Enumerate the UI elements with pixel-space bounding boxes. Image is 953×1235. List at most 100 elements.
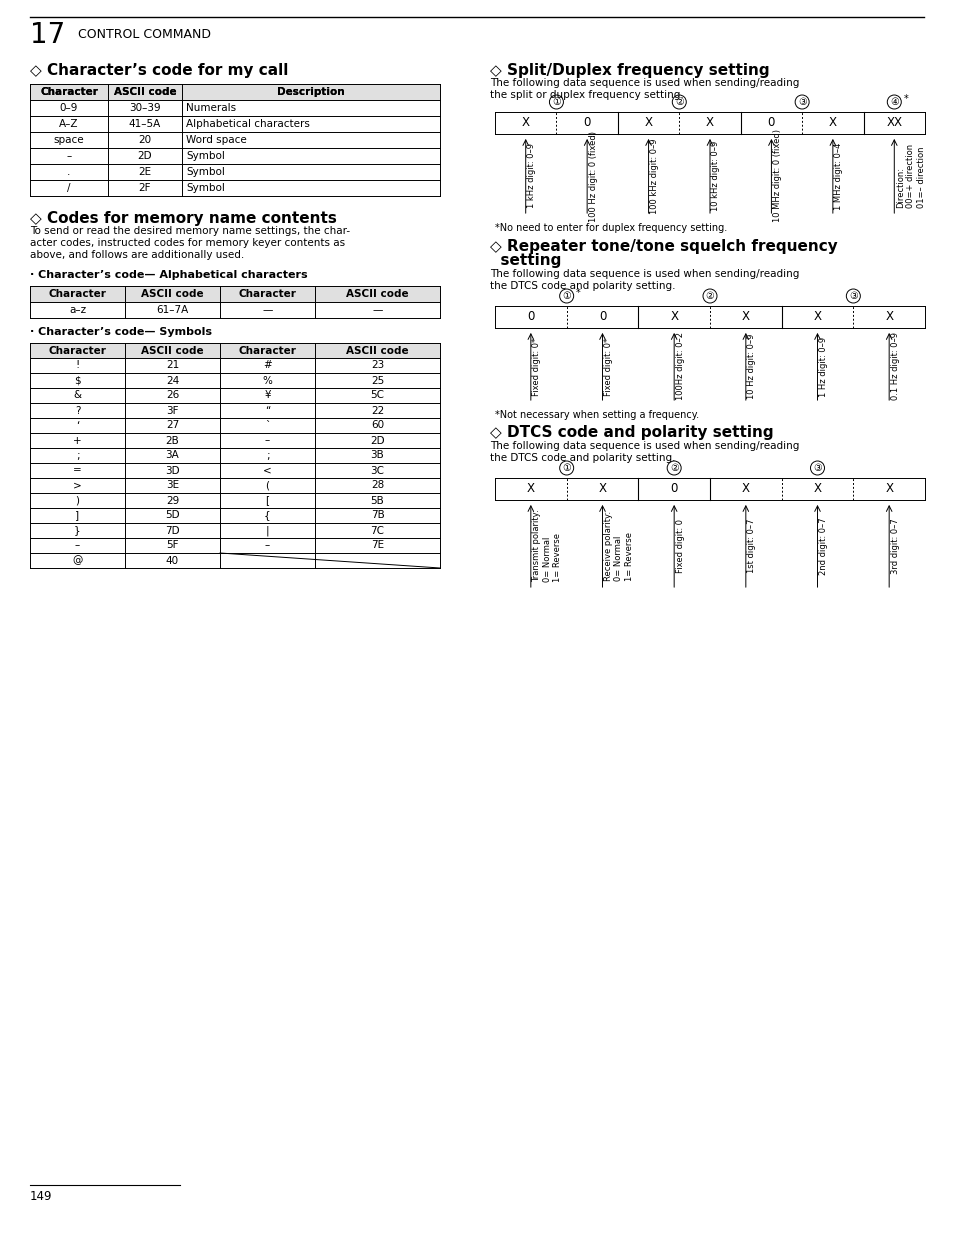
Text: 7C: 7C xyxy=(370,526,384,536)
Text: X: X xyxy=(741,483,749,495)
Text: 1st digit: 0–7: 1st digit: 0–7 xyxy=(746,519,756,573)
Text: 1 Hz digit: 0–9: 1 Hz digit: 0–9 xyxy=(818,336,827,396)
Text: 23: 23 xyxy=(371,361,384,370)
Text: ASCII code: ASCII code xyxy=(141,346,204,356)
Text: 27: 27 xyxy=(166,420,179,431)
Text: X: X xyxy=(598,483,606,495)
Text: X: X xyxy=(669,310,678,324)
Text: the DTCS code and polarity setting.: the DTCS code and polarity setting. xyxy=(490,282,675,291)
Text: 1 MHz digit: 0–4: 1 MHz digit: 0–4 xyxy=(834,142,842,210)
Text: Word space: Word space xyxy=(186,135,247,144)
Text: 3E: 3E xyxy=(166,480,179,490)
Text: 0–9: 0–9 xyxy=(60,103,78,112)
Text: Description: Description xyxy=(277,86,344,98)
Text: ◇ Repeater tone/tone squelch frequency: ◇ Repeater tone/tone squelch frequency xyxy=(490,238,837,253)
Text: 40: 40 xyxy=(166,556,179,566)
Text: Character: Character xyxy=(238,346,296,356)
Text: 2nd digit: 0–7: 2nd digit: 0–7 xyxy=(818,517,827,574)
Text: +: + xyxy=(73,436,82,446)
Text: X: X xyxy=(644,116,652,130)
Text: ①: ① xyxy=(561,463,571,473)
Text: Receive polarity:
0= Normal
1= Reverse: Receive polarity: 0= Normal 1= Reverse xyxy=(603,511,633,580)
Text: · Character’s code— Alphabetical characters: · Character’s code— Alphabetical charact… xyxy=(30,270,307,280)
Text: –: – xyxy=(265,436,270,446)
Text: ◇ Split/Duplex frequency setting: ◇ Split/Duplex frequency setting xyxy=(490,63,769,78)
Text: The following data sequence is used when sending/reading: The following data sequence is used when… xyxy=(490,441,799,451)
Text: ?: ? xyxy=(74,405,80,415)
Text: 0.1 Hz digit: 0–9: 0.1 Hz digit: 0–9 xyxy=(890,332,899,400)
Text: 10 MHz digit: 0 (fixed): 10 MHz digit: 0 (fixed) xyxy=(772,130,781,222)
Text: 29: 29 xyxy=(166,495,179,505)
Text: 0: 0 xyxy=(670,483,678,495)
Text: Character: Character xyxy=(40,86,98,98)
Text: {: { xyxy=(264,510,271,520)
Text: Symbol: Symbol xyxy=(186,151,225,161)
Text: 7E: 7E xyxy=(371,541,384,551)
Text: ;: ; xyxy=(75,451,79,461)
Text: 2E: 2E xyxy=(138,167,152,177)
Text: Character: Character xyxy=(49,289,107,299)
Text: Fixed digit: 0: Fixed digit: 0 xyxy=(675,519,684,573)
Text: #: # xyxy=(263,361,272,370)
Text: 100 Hz digit: 0 (fixed): 100 Hz digit: 0 (fixed) xyxy=(588,131,597,221)
Text: *: * xyxy=(902,94,907,104)
Text: 20: 20 xyxy=(138,135,152,144)
Text: !: ! xyxy=(75,361,79,370)
Text: $: $ xyxy=(74,375,81,385)
Text: Fixed digit: 0*: Fixed digit: 0* xyxy=(532,337,540,395)
Text: 28: 28 xyxy=(371,480,384,490)
Text: 5F: 5F xyxy=(166,541,178,551)
Text: –: – xyxy=(74,541,80,551)
Text: ①: ① xyxy=(552,98,560,107)
Text: 5C: 5C xyxy=(370,390,384,400)
Text: `: ` xyxy=(265,420,270,431)
Text: ]: ] xyxy=(75,510,79,520)
Text: 24: 24 xyxy=(166,375,179,385)
Text: Transmit polarity:
0= Normal
1= Reverse: Transmit polarity: 0= Normal 1= Reverse xyxy=(532,510,561,583)
Text: 3B: 3B xyxy=(370,451,384,461)
Text: ◇ DTCS code and polarity setting: ◇ DTCS code and polarity setting xyxy=(490,426,773,441)
Text: *No need to enter for duplex frequency setting.: *No need to enter for duplex frequency s… xyxy=(495,224,726,233)
Text: ③: ③ xyxy=(812,463,821,473)
Text: ‘: ‘ xyxy=(75,420,79,431)
Text: The following data sequence is used when sending/reading: The following data sequence is used when… xyxy=(490,269,799,279)
Text: 0: 0 xyxy=(598,310,605,324)
Text: Symbol: Symbol xyxy=(186,183,225,193)
Text: –: – xyxy=(265,541,270,551)
Text: Symbol: Symbol xyxy=(186,167,225,177)
Text: Character: Character xyxy=(40,86,98,98)
Text: Character: Character xyxy=(238,289,296,299)
Text: 1 kHz digit: 0–9: 1 kHz digit: 0–9 xyxy=(527,143,536,209)
Text: ASCII code: ASCII code xyxy=(113,86,176,98)
Text: 17: 17 xyxy=(30,21,65,49)
Text: X: X xyxy=(813,310,821,324)
Text: A–Z: A–Z xyxy=(59,119,79,128)
Text: the split or duplex frequency setting.: the split or duplex frequency setting. xyxy=(490,90,683,100)
Text: Direction:
00=+ direction
01=– direction: Direction: 00=+ direction 01=– direction xyxy=(895,144,924,207)
Text: 7B: 7B xyxy=(370,510,384,520)
Text: XX: XX xyxy=(885,116,902,130)
Text: *: * xyxy=(575,288,579,298)
Text: To send or read the desired memory name settings, the char-: To send or read the desired memory name … xyxy=(30,226,350,236)
Text: (: ( xyxy=(265,480,269,490)
Text: 5D: 5D xyxy=(165,510,179,520)
Text: —: — xyxy=(262,305,273,315)
Text: 61–7A: 61–7A xyxy=(156,305,189,315)
Text: 2B: 2B xyxy=(166,436,179,446)
Text: ASCII code: ASCII code xyxy=(346,346,409,356)
Text: 100 kHz digit: 0–9: 100 kHz digit: 0–9 xyxy=(649,138,659,214)
Text: X: X xyxy=(884,310,892,324)
Text: =: = xyxy=(73,466,82,475)
Text: X: X xyxy=(526,483,535,495)
Text: 2F: 2F xyxy=(138,183,152,193)
Text: Fixed digit: 0*: Fixed digit: 0* xyxy=(603,337,613,395)
Text: a–z: a–z xyxy=(69,305,86,315)
Text: ②: ② xyxy=(669,463,678,473)
Text: ②: ② xyxy=(674,98,683,107)
Text: <: < xyxy=(263,466,272,475)
Text: —: — xyxy=(372,305,382,315)
Text: X: X xyxy=(828,116,836,130)
Text: ASCII code: ASCII code xyxy=(113,86,176,98)
Text: *Not necessary when setting a frequency.: *Not necessary when setting a frequency. xyxy=(495,410,699,420)
Text: 2D: 2D xyxy=(137,151,152,161)
